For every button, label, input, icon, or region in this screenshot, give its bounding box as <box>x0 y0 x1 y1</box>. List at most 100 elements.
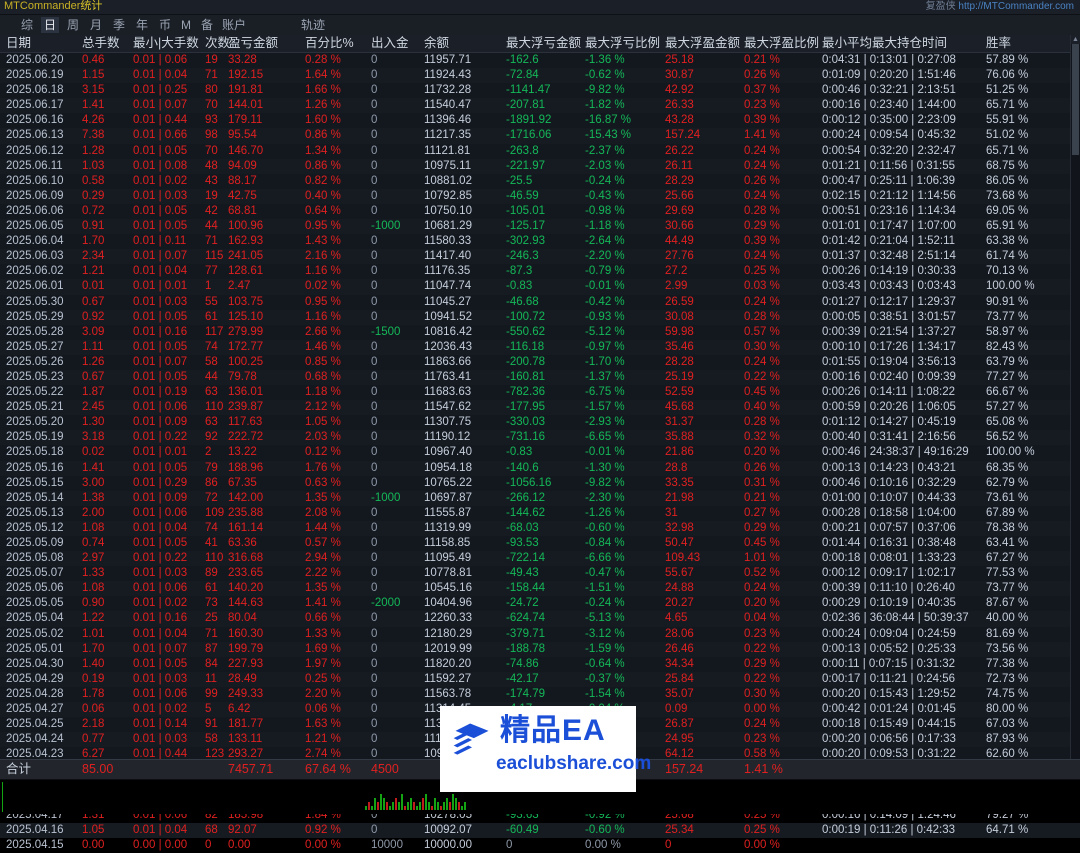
table-row[interactable]: 2025.06.11 1.03 0.01 | 0.08 48 94.09 0.86 % 0 1… <box>0 158 1080 174</box>
table-row[interactable]: 2025.05.09 0.74 0.01 | 0.05 41 63.36 0.57 % 0 1… <box>0 536 1080 551</box>
table-row[interactable]: 2025.06.19 1.15 0.01 | 0.04 71 192.15 1.64 % 0… <box>0 68 1080 84</box>
menu-item-3[interactable]: 月 <box>90 18 103 32</box>
cell-maxfppct: 0.24 % <box>744 582 780 595</box>
table-row[interactable]: 2025.06.13 7.38 0.01 | 0.66 98 95.54 0.86 % 0 1… <box>0 128 1080 144</box>
table-row[interactable]: 2025.05.20 1.30 0.01 | 0.09 63 117.63 1.05 % 0… <box>0 415 1080 430</box>
table-row[interactable]: 2025.06.06 0.72 0.01 | 0.05 42 68.81 0.64 % 0 1… <box>0 204 1080 219</box>
cell-balance: 11592.27 <box>424 672 472 685</box>
table-row[interactable]: 2025.06.17 1.41 0.01 | 0.07 70 144.01 1.26 % 0… <box>0 98 1080 114</box>
table-row[interactable]: 2025.06.02 1.21 0.01 | 0.04 77 128.61 1.16 % 0… <box>0 264 1080 279</box>
menu-item-6[interactable]: 币 <box>159 18 172 32</box>
cell-pnl: 192.15 <box>228 69 264 82</box>
table-row[interactable]: 2025.05.08 2.97 0.01 | 0.22 110 316.68 2.94 %… <box>0 551 1080 567</box>
table-row[interactable]: 2025.05.01 1.70 0.01 | 0.07 87 199.79 1.69 % 0… <box>0 641 1080 657</box>
menu-item-8[interactable]: 备 <box>201 18 214 32</box>
cell-maxfppct: 0.22 % <box>744 642 780 655</box>
table-row[interactable]: 2025.05.04 1.22 0.01 | 0.16 25 80.04 0.66 % 0 1… <box>0 611 1080 627</box>
table-row[interactable]: 2025.04.29 0.19 0.01 | 0.03 11 28.49 0.25 % 0 1… <box>0 671 1080 687</box>
table-row[interactable]: 2025.06.20 0.46 0.01 | 0.06 19 33.28 0.28 % 0 1… <box>0 53 1080 68</box>
menu-item-4[interactable]: 季 <box>113 18 126 32</box>
column-header-pct[interactable]: 百分比% <box>305 36 354 50</box>
scrollbar-thumb[interactable] <box>1072 35 1079 155</box>
table-row[interactable]: 2025.05.05 0.90 0.01 | 0.02 73 144.63 1.41 % -… <box>0 596 1080 611</box>
table-row[interactable]: 2025.05.28 3.09 0.01 | 0.16 117 279.99 2.66 %… <box>0 325 1080 340</box>
table-row[interactable]: 2025.05.19 3.18 0.01 | 0.22 92 222.72 2.03 % 0… <box>0 430 1080 446</box>
table-row[interactable]: 2025.06.04 1.70 0.01 | 0.11 71 162.93 1.43 % 0… <box>0 234 1080 249</box>
table-row[interactable]: 2025.05.07 1.33 0.01 | 0.03 89 233.65 2.22 % 0… <box>0 566 1080 581</box>
chart-bar <box>413 802 415 810</box>
cell-pnl: 13.22 <box>228 446 257 459</box>
column-header-maxddpct[interactable]: 最大浮亏比例 <box>585 36 661 50</box>
table-row[interactable]: 2025.06.12 1.28 0.01 | 0.05 70 146.70 1.34 % 0… <box>0 144 1080 159</box>
cell-count: 43 <box>205 174 218 187</box>
chart-bar <box>377 802 379 810</box>
menu-item-9[interactable]: 账户 <box>222 18 247 32</box>
column-header-pnl[interactable]: 盈亏金额 <box>228 36 279 50</box>
table-row[interactable]: 2025.06.01 0.01 0.01 | 0.01 1 2.47 0.02 % 0 110… <box>0 279 1080 295</box>
table-row[interactable]: 2025.04.28 1.78 0.01 | 0.06 99 249.33 2.20 % 0… <box>0 687 1080 702</box>
cell-maxfppct: 0.31 % <box>744 476 780 489</box>
table-row[interactable]: 2025.05.12 1.08 0.01 | 0.04 74 161.14 1.44 % 0… <box>0 520 1080 536</box>
table-row[interactable]: 2025.05.13 2.00 0.01 | 0.06 109 235.88 2.08 %… <box>0 506 1080 521</box>
menu-item-5[interactable]: 年 <box>136 18 149 32</box>
menu-item-0[interactable]: 综 <box>21 18 34 32</box>
table-row[interactable]: 2025.06.03 2.34 0.01 | 0.07 115 241.05 2.16 %… <box>0 249 1080 265</box>
column-header-lots[interactable]: 总手数 <box>82 36 120 50</box>
menu-item-10[interactable]: 轨迹 <box>301 18 326 32</box>
column-header-holdtime[interactable]: 最小平均最大持仓时间 <box>822 36 948 50</box>
menu-item-2[interactable]: 周 <box>67 18 80 32</box>
table-row[interactable]: 2025.05.27 1.11 0.01 | 0.05 74 172.77 1.46 % 0… <box>0 339 1080 355</box>
cell-maxddpct: -1.30 % <box>585 461 625 474</box>
column-header-maxfppct[interactable]: 最大浮盈比例 <box>744 36 820 50</box>
table-row[interactable]: 2025.06.05 0.91 0.01 | 0.05 44 100.96 0.95 % -… <box>0 219 1080 235</box>
table-row[interactable]: 2025.05.14 1.38 0.01 | 0.09 72 142.00 1.35 % -… <box>0 490 1080 506</box>
table-row[interactable]: 2025.05.30 0.67 0.01 | 0.03 55 103.75 0.95 % 0… <box>0 295 1080 310</box>
vertical-scrollbar[interactable] <box>1070 35 1080 780</box>
table-row[interactable]: 2025.04.30 1.40 0.01 | 0.05 84 227.93 1.97 % 0… <box>0 657 1080 672</box>
cell-minmax: 0.01 | 0.66 <box>133 129 188 142</box>
table-row[interactable]: 2025.05.23 0.67 0.01 | 0.05 44 79.78 0.68 % 0 1… <box>0 369 1080 386</box>
table-row[interactable]: 2025.05.02 1.01 0.01 | 0.04 71 160.30 1.33 % 0… <box>0 627 1080 642</box>
cell-inout: 0 <box>371 204 378 217</box>
column-header-balance[interactable]: 余额 <box>424 36 450 50</box>
column-header-winrate[interactable]: 胜率 <box>986 36 1012 50</box>
column-header-count[interactable]: 次数 <box>205 36 231 50</box>
cell-count: 68 <box>205 823 218 836</box>
table-row[interactable]: 2025.05.22 1.87 0.01 | 0.19 63 136.01 1.18 % 0… <box>0 385 1080 400</box>
menu-item-1[interactable]: 日 <box>41 17 60 33</box>
cell-date: 2025.06.13 <box>6 129 64 142</box>
table-row[interactable]: 2025.05.18 0.02 0.01 | 0.01 2 13.22 0.12 % 0 10… <box>0 445 1080 460</box>
table-row[interactable]: 2025.06.09 0.29 0.01 | 0.03 19 42.75 0.40 % 0 1… <box>0 188 1080 204</box>
table-row[interactable]: 2025.05.21 2.45 0.01 | 0.06 110 239.87 2.12 %… <box>0 400 1080 416</box>
table-row[interactable]: 2025.04.15 0.00 0.00 | 0.00 0 0.00 0.00 % 1000… <box>0 838 1080 853</box>
cell-maxdd: 0 <box>506 838 513 851</box>
column-header-inout[interactable]: 出入金 <box>371 36 409 50</box>
table-row[interactable]: 2025.05.15 3.00 0.01 | 0.29 86 67.35 0.63 % 0 1… <box>0 476 1080 491</box>
cell-maxdd: -731.16 <box>506 431 546 444</box>
column-header-date[interactable]: 日期 <box>6 36 32 50</box>
cell-balance: 11547.62 <box>424 401 472 414</box>
cell-holdtime: 0:00:29 | 0:10:19 | 0:40:35 <box>822 597 956 610</box>
cell-winrate: 68.75 % <box>986 159 1029 172</box>
column-header-maxdd[interactable]: 最大浮亏金额 <box>506 36 582 50</box>
cell-inout: 0 <box>371 159 378 172</box>
table-row[interactable]: 2025.05.26 1.26 0.01 | 0.07 58 100.25 0.85 % 0… <box>0 355 1080 370</box>
cell-maxdd: -379.71 <box>506 627 546 640</box>
table-row[interactable]: 2025.04.16 1.05 0.01 | 0.04 68 92.07 0.92 % 0 1… <box>0 822 1080 838</box>
table-row[interactable]: 2025.05.06 1.08 0.01 | 0.06 61 140.20 1.35 % 0… <box>0 581 1080 597</box>
menu-item-7[interactable]: M <box>181 18 191 32</box>
cell-count: 71 <box>205 69 218 82</box>
cell-maxfppct: 0.45 % <box>744 537 780 549</box>
column-header-minmax[interactable]: 最小|大手数 <box>133 36 199 50</box>
table-row[interactable]: 2025.06.16 4.26 0.01 | 0.44 93 179.11 1.60 % 0… <box>0 113 1080 128</box>
table-row[interactable]: 2025.05.16 1.41 0.01 | 0.05 79 188.96 1.76 % 0… <box>0 460 1080 476</box>
column-header-maxfp[interactable]: 最大浮盈金额 <box>665 36 741 50</box>
table-row[interactable]: 2025.06.10 0.58 0.01 | 0.02 43 88.17 0.82 % 0 1… <box>0 174 1080 189</box>
cell-pct: 2.16 % <box>305 250 341 263</box>
table-row[interactable]: 2025.06.18 3.15 0.01 | 0.25 80 191.81 1.66 % 0… <box>0 83 1080 98</box>
brand-link[interactable]: 复盈侠 http://MTCommander.com <box>926 0 1074 13</box>
table-row[interactable]: 2025.05.29 0.92 0.01 | 0.05 61 125.10 1.16 % 0… <box>0 309 1080 325</box>
scroll-up-arrow[interactable]: ▲ <box>1071 35 1080 44</box>
cell-inout: 0 <box>371 54 378 66</box>
cell-balance: 11555.87 <box>424 506 472 519</box>
